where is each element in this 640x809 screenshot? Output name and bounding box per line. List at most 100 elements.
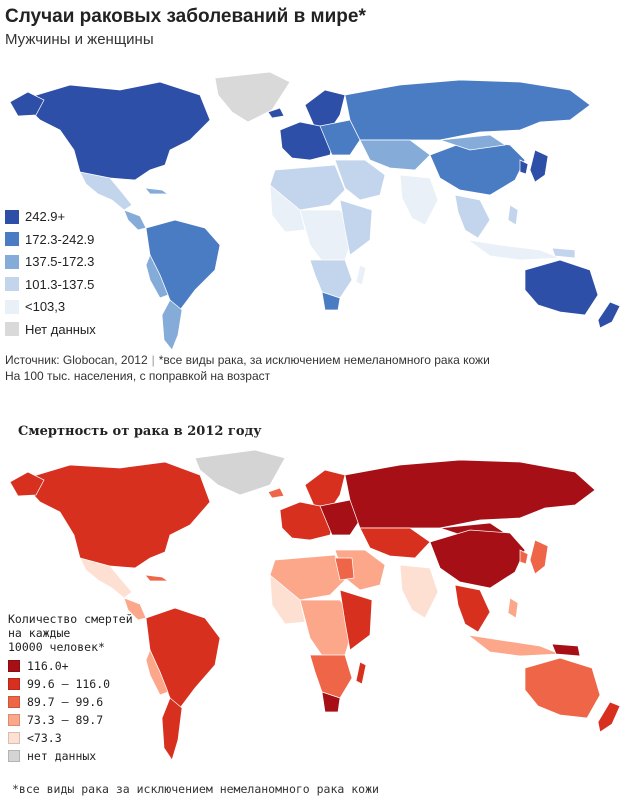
region-australia <box>524 259 599 316</box>
map1-subtitle: Мужчины и женщины <box>5 31 154 48</box>
map2-legend-label: нет данных <box>27 749 97 763</box>
region-north-america <box>19 461 211 574</box>
map1-legend-item: 172.3-242.9 <box>5 230 96 249</box>
region-india <box>399 174 439 226</box>
map1-legend-swatch <box>5 209 19 224</box>
region-iceland <box>267 107 285 119</box>
region-central-asia <box>359 527 431 559</box>
region-middle-east <box>334 159 386 201</box>
map2-legend-item: нет данных <box>8 747 133 765</box>
region-korea <box>519 159 529 175</box>
region-south-america-south <box>161 299 183 350</box>
region-central-america <box>123 597 147 621</box>
region-central-america <box>123 209 147 231</box>
map2-title: Смертность от рака в 2012 году <box>18 424 262 439</box>
region-peru-bolivia <box>145 254 169 299</box>
region-southern-africa <box>309 259 353 299</box>
region-new-zealand <box>597 301 621 329</box>
region-indonesia <box>467 634 561 657</box>
map2-legend-item: <73.3 <box>8 729 133 747</box>
map2-legend-label: 89.7 – 99.6 <box>27 695 104 709</box>
region-papua <box>551 247 576 259</box>
region-caribbean <box>144 187 170 195</box>
legend-title-line-3: 10000 человек* <box>8 640 105 654</box>
region-peru-bolivia <box>145 649 169 696</box>
region-alaska <box>9 91 45 117</box>
map2-legend-label: 73.3 – 89.7 <box>27 713 104 727</box>
region-egypt <box>334 557 355 581</box>
region-north-america <box>19 81 211 186</box>
region-philippines <box>507 597 519 619</box>
region-caribbean <box>144 574 170 582</box>
legend-title-line-1: Количество смертей <box>8 612 133 626</box>
legend-title-line-2: на каждые <box>8 626 71 640</box>
region-japan <box>529 149 549 183</box>
incidence-legend: 242.9+ 172.3-242.9 137.5-172.3 101.3-137.5 <… <box>5 207 96 342</box>
region-china <box>429 529 526 589</box>
map1-legend-label: 172.3-242.9 <box>25 231 95 247</box>
region-japan <box>529 539 549 575</box>
region-southeast-asia <box>454 584 491 633</box>
region-south-africa <box>321 691 341 713</box>
map2-legend-label: 99.6 – 116.0 <box>27 677 111 691</box>
region-western-europe <box>279 501 336 541</box>
region-india <box>399 564 439 619</box>
map1-legend-swatch <box>5 299 19 314</box>
map2-legend-swatch <box>8 714 20 726</box>
mortality-legend: Количество смертей на каждые 10000 челов… <box>8 612 133 765</box>
region-australia <box>524 657 601 719</box>
map1-legend-swatch <box>5 322 19 336</box>
map2-legend-label: 116.0+ <box>27 659 69 673</box>
region-western-europe <box>279 121 336 161</box>
map1-legend-item: 137.5-172.3 <box>5 252 96 271</box>
map1-title: Случаи раковых заболеваний в мире* <box>5 6 366 27</box>
map1-legend-label: Нет данных <box>25 321 96 337</box>
region-south-america-north <box>145 607 221 709</box>
region-east-africa <box>339 199 373 256</box>
map2-legend-swatch <box>8 732 20 744</box>
region-west-africa <box>269 184 306 233</box>
map2-legend-item: 99.6 – 116.0 <box>8 675 133 693</box>
map1-legend-label: 137.5-172.3 <box>25 254 95 269</box>
map1-legend-item: 242.9+ <box>5 207 96 226</box>
map1-legend-item: 101.3-137.5 <box>5 275 96 294</box>
region-eastern-europe <box>319 119 361 156</box>
incidence-world-map <box>9 71 621 350</box>
source-note: На 100 тыс. населения, с поправкой на во… <box>5 369 271 383</box>
source-footnote: *все виды рака, за исключением немеланом… <box>158 353 490 367</box>
region-indonesia <box>467 239 561 261</box>
map2-legend-label: <73.3 <box>27 731 62 745</box>
region-central-asia <box>359 139 431 171</box>
map2-legend-swatch <box>8 678 20 690</box>
map2-legend-swatch <box>8 660 20 672</box>
region-southern-africa <box>309 654 353 699</box>
source-text: Источник: Globocan, 2012 <box>5 353 148 367</box>
map2-legend-item: 89.7 – 99.6 <box>8 693 133 711</box>
region-greenland <box>214 71 291 123</box>
map1-legend-label: <103,3 <box>25 299 66 314</box>
region-philippines <box>507 204 519 226</box>
region-russia <box>344 459 596 529</box>
map1-legend-swatch <box>5 232 19 246</box>
region-east-africa <box>339 589 373 651</box>
region-south-america-south <box>161 697 183 761</box>
region-alaska <box>9 471 45 497</box>
region-madagascar <box>355 264 367 286</box>
region-greenland <box>194 449 286 496</box>
region-korea <box>519 549 529 565</box>
region-west-africa <box>269 574 306 625</box>
map1-legend-swatch <box>5 277 19 291</box>
source-separator: | <box>151 353 155 367</box>
region-south-america-north <box>145 219 221 311</box>
region-iceland <box>267 487 285 499</box>
map1-legend-label: 242.9+ <box>25 209 66 224</box>
map1-legend-label: 101.3-137.5 <box>25 276 95 292</box>
region-russia <box>344 79 591 141</box>
map2-legend-item: 73.3 – 89.7 <box>8 711 133 729</box>
map2-legend-swatch <box>8 750 20 762</box>
region-eastern-europe <box>319 499 361 536</box>
region-south-africa <box>321 291 341 311</box>
map2-legend-swatch <box>8 696 20 708</box>
mortality-world-map <box>9 449 621 761</box>
map2-footnote: *все виды рака за исключением немеланомн… <box>12 782 379 796</box>
